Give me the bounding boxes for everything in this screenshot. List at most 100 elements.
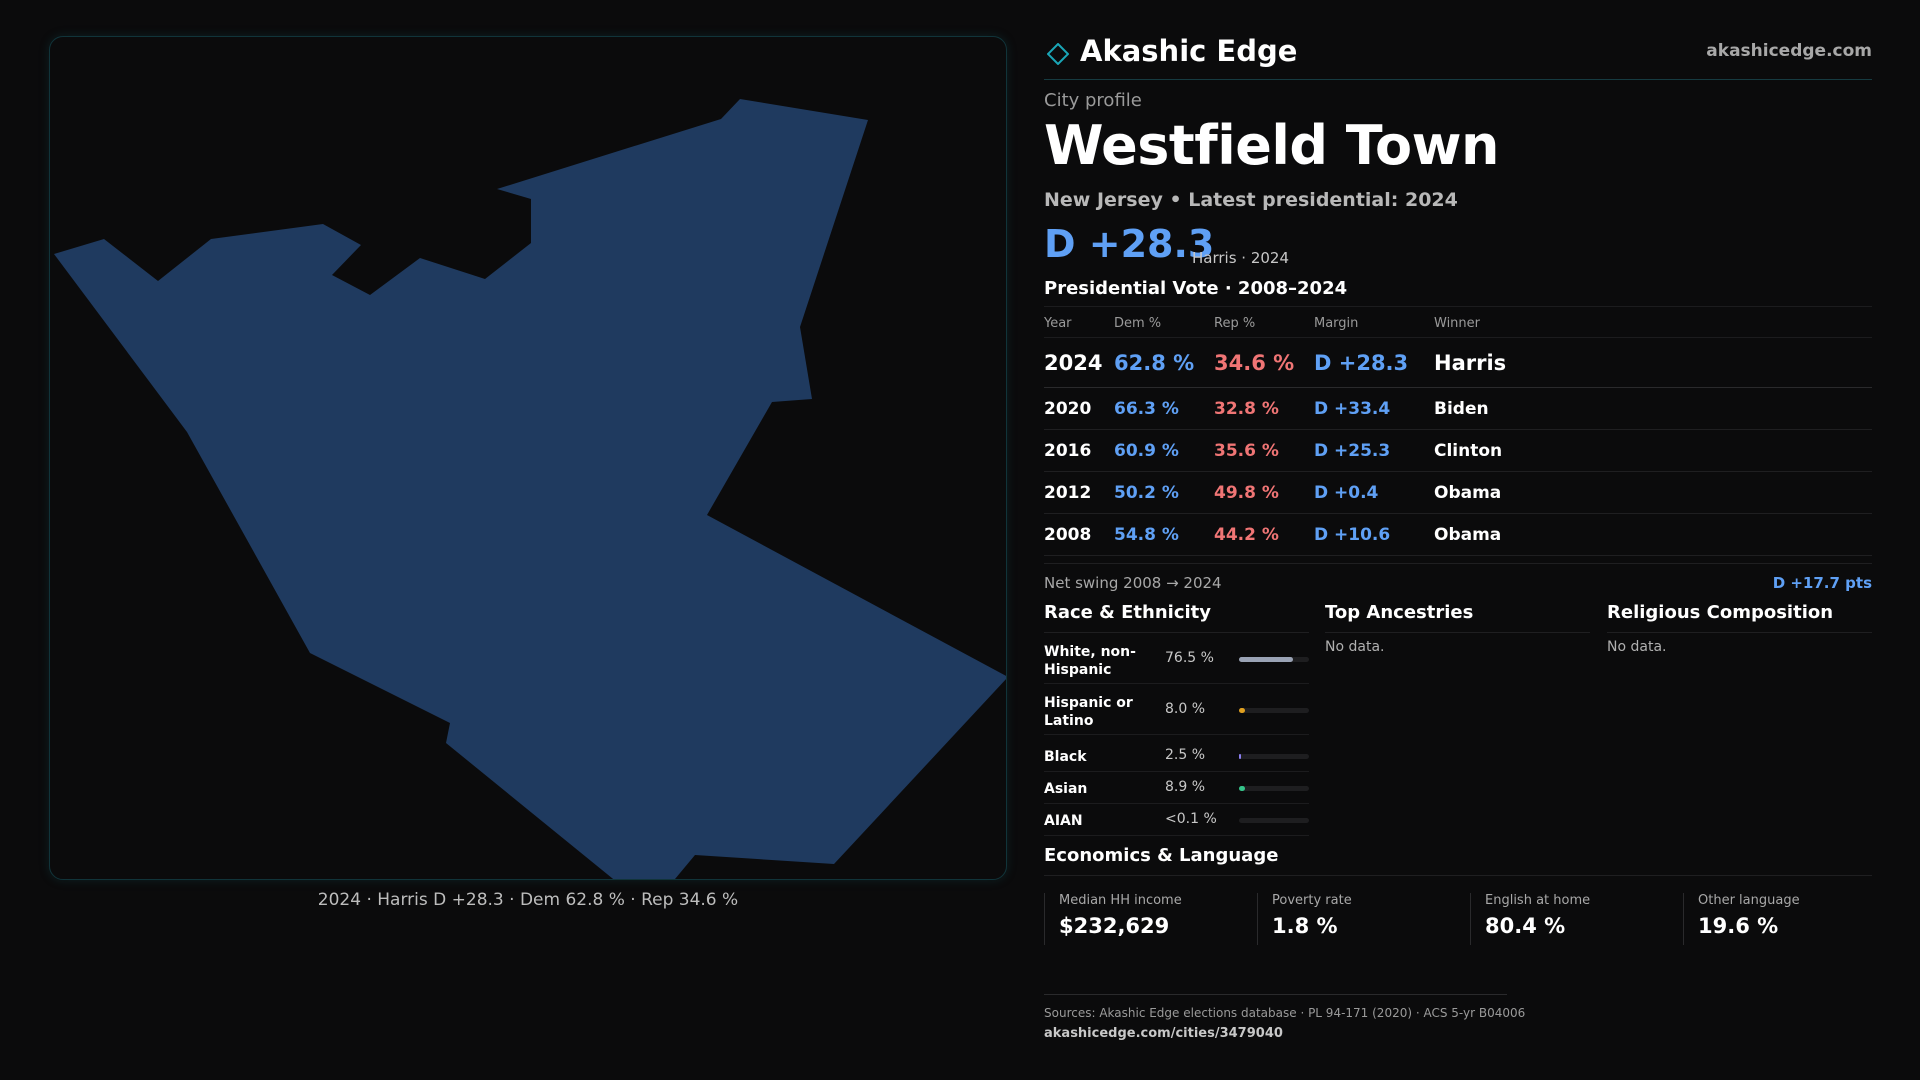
econ-label: Poverty rate: [1272, 893, 1352, 908]
race-bar-fill: [1239, 786, 1245, 791]
table-row: 2016 60.9 % 35.6 % D +25.3 Clinton: [1044, 430, 1872, 472]
cell-winner: Obama: [1434, 483, 1502, 503]
profile-eyebrow: City profile: [1044, 90, 1142, 111]
vote-table: Year Dem % Rep % Margin Winner 2024 62.8…: [1044, 306, 1872, 556]
econ-label: Median HH income: [1059, 893, 1182, 908]
cell-winner: Obama: [1434, 525, 1502, 545]
cell-rep: 34.6 %: [1214, 351, 1295, 375]
page-title: Westfield Town: [1044, 114, 1499, 177]
race-label: Asian: [1044, 781, 1088, 797]
cell-dem: 62.8 %: [1114, 351, 1195, 375]
swing-label: Net swing 2008 → 2024: [1044, 574, 1222, 592]
cell-margin: D +10.6: [1314, 525, 1391, 545]
econ-label: Other language: [1698, 893, 1800, 908]
race-divider: [1044, 632, 1309, 633]
cell-winner: Clinton: [1434, 441, 1503, 461]
race-bar-fill: [1239, 754, 1241, 759]
race-row: White, non- Hispanic 76.5 %: [1044, 633, 1309, 684]
profile-subtitle: New Jersey • Latest presidential: 2024: [1044, 189, 1458, 211]
ancestries-title: Top Ancestries: [1325, 602, 1474, 623]
cell-year: 2012: [1044, 483, 1092, 503]
race-value: 8.0 %: [1165, 700, 1206, 717]
brand-name[interactable]: Akashic Edge: [1080, 34, 1298, 68]
sources-note: Sources: Akashic Edge elections database…: [1044, 1006, 1526, 1020]
religion-title: Religious Composition: [1607, 602, 1834, 623]
race-label: AIAN: [1044, 813, 1083, 829]
race-row: Black 2.5 %: [1044, 740, 1309, 772]
table-header: Year Dem % Rep % Margin Winner: [1044, 306, 1872, 338]
vote-table-title: Presidential Vote · 2008–2024: [1044, 278, 1348, 299]
col-winner: Winner: [1434, 316, 1481, 331]
race-value: <0.1 %: [1165, 811, 1217, 827]
race-bar-fill: [1239, 656, 1293, 662]
table-row: 2020 66.3 % 32.8 % D +33.4 Biden: [1044, 388, 1872, 430]
headline-note: Harris · 2024: [1192, 249, 1290, 267]
cell-rep: 35.6 %: [1214, 441, 1279, 461]
cell-winner: Biden: [1434, 399, 1489, 419]
race-value: 2.5 %: [1165, 747, 1206, 763]
cell-rep: 44.2 %: [1214, 525, 1279, 545]
col-year: Year: [1044, 316, 1072, 331]
race-row: Hispanic or Latino 8.0 %: [1044, 684, 1309, 735]
econ-value: 1.8 %: [1272, 914, 1338, 938]
econ-poverty-rate: Poverty rate 1.8 %: [1257, 893, 1470, 945]
table-row: 2012 50.2 % 49.8 % D +0.4 Obama: [1044, 472, 1872, 514]
cell-year: 2020: [1044, 399, 1092, 419]
cell-year: 2016: [1044, 441, 1092, 461]
profile-panel: Akashic Edge akashicedge.com City profil…: [1044, 0, 1872, 1080]
cell-margin: D +33.4: [1314, 399, 1391, 419]
cell-margin: D +25.3: [1314, 441, 1391, 461]
economics-divider: [1044, 875, 1872, 876]
race-row: Asian 8.9 %: [1044, 772, 1309, 804]
col-margin: Margin: [1314, 316, 1359, 331]
economics-title: Economics & Language: [1044, 845, 1279, 866]
econ-median-income: Median HH income $232,629: [1044, 893, 1257, 945]
race-bar-fill: [1239, 707, 1245, 713]
race-value: 8.9 %: [1165, 779, 1206, 795]
religion-empty: No data.: [1607, 639, 1667, 655]
race-label: Hispanic or Latino: [1044, 695, 1133, 729]
race-row: AIAN <0.1 %: [1044, 804, 1309, 836]
town-boundary-shape[interactable]: [54, 41, 1007, 880]
cell-dem: 54.8 %: [1114, 525, 1179, 545]
town-boundary-map[interactable]: [50, 37, 1007, 880]
econ-english-home: English at home 80.4 %: [1470, 893, 1683, 945]
map-caption: 2024 · Harris D +28.3 · Dem 62.8 % · Rep…: [317, 890, 739, 910]
race-title: Race & Ethnicity: [1044, 602, 1211, 623]
swing-value: D +17.7 pts: [1772, 574, 1872, 592]
cell-rep: 32.8 %: [1214, 399, 1279, 419]
econ-label: English at home: [1485, 893, 1591, 908]
cell-dem: 60.9 %: [1114, 441, 1179, 461]
cell-year: 2008: [1044, 525, 1092, 545]
race-bar-track: [1239, 656, 1309, 662]
col-dem: Dem %: [1114, 316, 1162, 331]
col-rep: Rep %: [1214, 316, 1256, 331]
page-url-link[interactable]: akashicedge.com/cities/3479040: [1044, 1026, 1283, 1041]
table-row: 2024 62.8 % 34.6 % D +28.3 Harris: [1044, 338, 1872, 388]
cell-rep: 49.8 %: [1214, 483, 1279, 503]
map-panel[interactable]: [49, 36, 1007, 880]
net-swing: Net swing 2008 → 2024 D +17.7 pts: [1044, 563, 1872, 601]
race-bar-track: [1239, 818, 1309, 823]
site-link[interactable]: akashicedge.com: [1706, 41, 1872, 61]
race-bar-track: [1239, 707, 1309, 713]
cell-margin: D +28.3: [1314, 351, 1409, 375]
footer-divider: [1044, 994, 1507, 995]
race-bar-track: [1239, 786, 1309, 791]
cell-winner: Harris: [1434, 351, 1507, 375]
econ-value: $232,629: [1059, 914, 1170, 938]
religion-divider: [1607, 632, 1872, 633]
econ-other-language: Other language 19.6 %: [1683, 893, 1872, 945]
race-bar-track: [1239, 754, 1309, 759]
race-label: White, non- Hispanic: [1044, 644, 1136, 678]
cell-dem: 66.3 %: [1114, 399, 1179, 419]
cell-dem: 50.2 %: [1114, 483, 1179, 503]
cell-year: 2024: [1044, 351, 1103, 375]
race-value: 76.5 %: [1165, 649, 1214, 666]
ancestries-divider: [1325, 632, 1590, 633]
cell-margin: D +0.4: [1314, 483, 1379, 503]
race-label: Black: [1044, 749, 1087, 765]
ancestries-empty: No data.: [1325, 639, 1385, 655]
diamond-outline-icon: [1047, 43, 1069, 65]
table-row: 2008 54.8 % 44.2 % D +10.6 Obama: [1044, 514, 1872, 556]
